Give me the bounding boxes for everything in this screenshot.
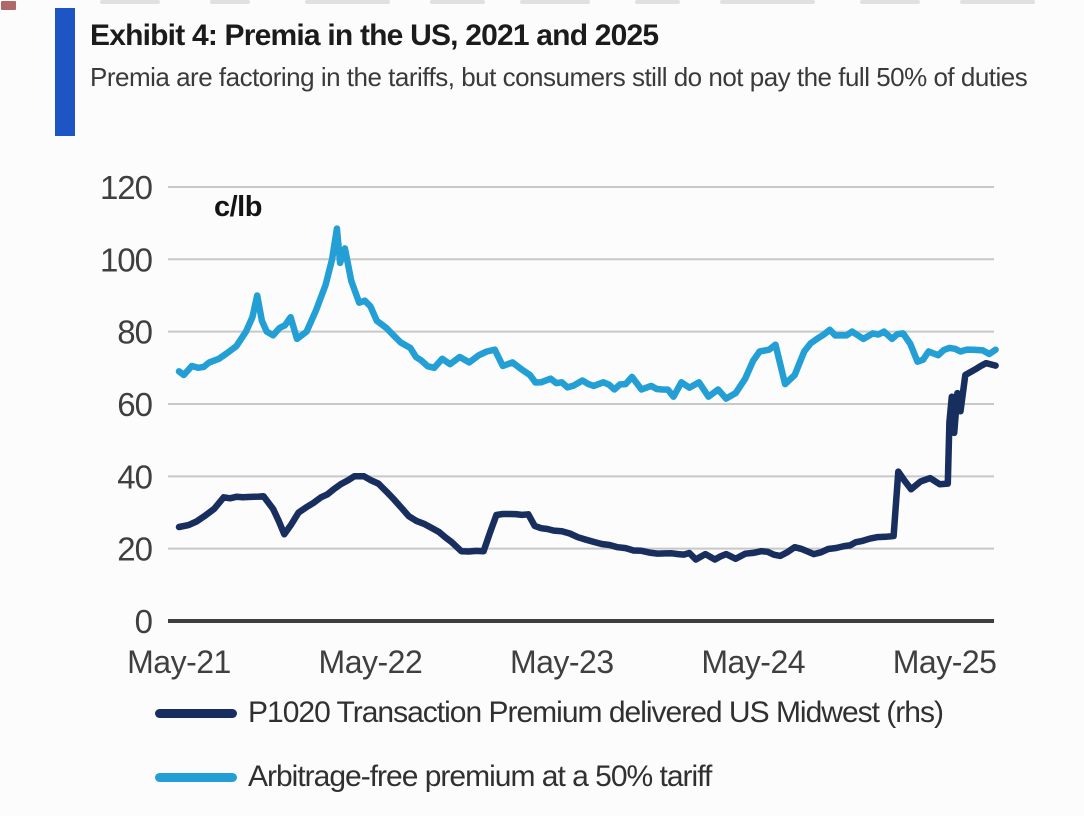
- light-blue-series-swatch: [155, 772, 237, 782]
- y-tick-label: 80: [117, 314, 152, 351]
- x-tick-label: May-23: [510, 644, 614, 680]
- y-tick-label: 40: [117, 458, 152, 495]
- cropped-red-artifact: [1, 1, 16, 10]
- exhibit-title: Exhibit 4: Premia in the US, 2021 and 20…: [90, 19, 659, 52]
- x-tick-label: May-25: [893, 644, 997, 680]
- cropped-text-artifact: [210, 0, 250, 4]
- y-tick-label: 100: [100, 241, 153, 278]
- legend-label: Arbitrage-free premium at a 50% tariff: [248, 760, 712, 793]
- legend-item-p1020-premium: P1020 Transaction Premium delivered US M…: [155, 696, 944, 730]
- y-tick-label: 0: [135, 603, 153, 640]
- y-tick-label: 120: [100, 169, 153, 206]
- exhibit-accent-bar: [55, 8, 75, 136]
- cropped-text-artifact: [100, 0, 160, 4]
- navy-series-swatch: [155, 708, 237, 718]
- legend-item-arbitrage-free-premium: Arbitrage-free premium at a 50% tariff: [155, 760, 712, 794]
- legend-label: P1020 Transaction Premium delivered US M…: [248, 696, 944, 729]
- cropped-text-artifact: [305, 0, 390, 4]
- x-tick-label: May-24: [701, 644, 805, 680]
- y-axis-unit-label: c/lb: [214, 191, 262, 223]
- y-tick-label: 60: [117, 386, 152, 423]
- y-tick-label: 20: [117, 531, 152, 568]
- x-tick-label: May-21: [127, 644, 231, 680]
- cropped-text-artifact: [720, 0, 815, 4]
- cropped-text-artifact: [635, 0, 680, 4]
- cropped-text-artifact: [960, 0, 1035, 4]
- cropped-text-artifact: [520, 0, 590, 4]
- x-tick-label: May-22: [319, 644, 423, 680]
- p1020-premium-line: [175, 359, 999, 563]
- arbitrage-free-premium-line: [175, 225, 999, 402]
- exhibit-subtitle: Premia are factoring in the tariffs, but…: [90, 62, 1028, 92]
- cropped-text-artifact: [860, 0, 920, 4]
- cropped-text-artifact: [430, 0, 485, 4]
